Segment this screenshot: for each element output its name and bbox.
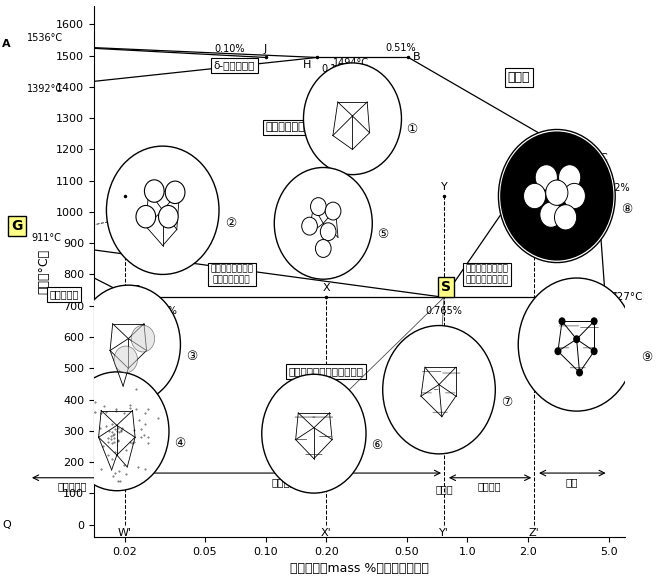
Ellipse shape — [65, 372, 169, 491]
Text: 1392°C: 1392°C — [27, 84, 63, 94]
Text: 911°C: 911°C — [31, 233, 61, 243]
Ellipse shape — [136, 206, 156, 228]
Ellipse shape — [555, 347, 562, 355]
Text: ⑥: ⑥ — [371, 439, 382, 452]
Text: オーステナイト＋
初析セメンタイト: オーステナイト＋ 初析セメンタイト — [466, 265, 509, 284]
Text: J: J — [264, 44, 267, 55]
Ellipse shape — [546, 180, 568, 205]
X-axis label: 炭素濃度（mass %）（対数目盛）: 炭素濃度（mass %）（対数目盛） — [290, 562, 429, 575]
Ellipse shape — [535, 165, 557, 190]
Ellipse shape — [315, 239, 331, 257]
Text: オーステナイト: オーステナイト — [265, 123, 312, 132]
Text: ①: ① — [407, 123, 418, 137]
Text: 727°C: 727°C — [610, 292, 643, 302]
Ellipse shape — [499, 130, 615, 263]
Text: 0.51%: 0.51% — [385, 43, 416, 53]
Ellipse shape — [573, 335, 580, 343]
Text: フェライト＋セメンタイト: フェライト＋セメンタイト — [289, 367, 364, 376]
Text: ⑨: ⑨ — [641, 352, 652, 364]
Text: オーステナイト＋
初析フェライト: オーステナイト＋ 初析フェライト — [210, 265, 254, 284]
Ellipse shape — [576, 368, 583, 376]
Ellipse shape — [524, 184, 546, 209]
Text: フェライト: フェライト — [49, 289, 78, 299]
Text: 0.10%: 0.10% — [214, 44, 244, 53]
Ellipse shape — [558, 317, 566, 325]
Text: Z: Z — [530, 198, 538, 207]
Text: Q: Q — [2, 519, 11, 530]
Ellipse shape — [563, 184, 585, 209]
Y-axis label: 温度（°C）: 温度（°C） — [37, 249, 51, 294]
Text: C: C — [600, 153, 608, 163]
Ellipse shape — [558, 165, 581, 190]
Ellipse shape — [540, 202, 562, 227]
Ellipse shape — [591, 347, 598, 355]
Text: 極低炭素鋼: 極低炭素鋼 — [57, 482, 87, 492]
Text: 2.14%: 2.14% — [540, 183, 571, 193]
Text: G: G — [11, 219, 22, 233]
Text: P: P — [134, 285, 141, 296]
Text: S: S — [441, 280, 451, 294]
Text: 共析鋼: 共析鋼 — [435, 484, 453, 494]
Ellipse shape — [274, 167, 373, 279]
Text: E: E — [519, 153, 526, 163]
Text: 1536°C: 1536°C — [27, 33, 63, 43]
Ellipse shape — [321, 223, 336, 241]
Text: 0.765%: 0.765% — [426, 306, 463, 315]
Ellipse shape — [591, 317, 598, 325]
Ellipse shape — [158, 206, 178, 228]
Ellipse shape — [145, 180, 164, 202]
Ellipse shape — [131, 325, 154, 352]
Ellipse shape — [500, 131, 614, 260]
Text: ⑧: ⑧ — [621, 203, 632, 216]
Ellipse shape — [555, 205, 577, 230]
Ellipse shape — [114, 346, 137, 373]
Text: 1494°C: 1494°C — [333, 58, 369, 68]
Ellipse shape — [383, 325, 495, 454]
Text: H: H — [303, 60, 311, 70]
Text: ③: ③ — [186, 350, 197, 363]
Text: X: X — [323, 282, 330, 293]
Ellipse shape — [325, 202, 341, 220]
Text: 融　液: 融 液 — [508, 71, 530, 84]
Text: 0.0218%: 0.0218% — [134, 306, 177, 315]
Text: 亜共析鋼: 亜共析鋼 — [272, 477, 297, 487]
Text: ②: ② — [225, 217, 236, 229]
Text: δ-フェライト: δ-フェライト — [214, 60, 255, 71]
Text: 銑鉄: 銑鉄 — [565, 477, 578, 487]
Ellipse shape — [261, 374, 366, 493]
Ellipse shape — [302, 217, 317, 235]
Text: 4.32%: 4.32% — [600, 183, 630, 193]
Text: W: W — [119, 182, 130, 192]
Text: 過共析鋼: 過共析鋼 — [477, 482, 501, 492]
Text: A: A — [2, 40, 11, 49]
Text: 0.18%: 0.18% — [321, 64, 351, 74]
Text: ⑦: ⑦ — [501, 396, 512, 409]
Ellipse shape — [106, 146, 219, 274]
Text: 1147°C: 1147°C — [536, 153, 572, 163]
Text: X': X' — [321, 528, 332, 539]
Text: Z': Z' — [529, 528, 539, 539]
Text: Y': Y' — [439, 528, 449, 539]
Ellipse shape — [166, 181, 185, 203]
Ellipse shape — [311, 198, 327, 216]
Ellipse shape — [304, 63, 401, 175]
Ellipse shape — [76, 285, 181, 404]
Text: ④: ④ — [174, 437, 185, 450]
Text: W': W' — [118, 528, 131, 539]
Ellipse shape — [518, 278, 635, 411]
Text: ⑤: ⑤ — [377, 228, 388, 241]
Text: B: B — [413, 52, 420, 63]
Text: Y: Y — [441, 182, 447, 192]
